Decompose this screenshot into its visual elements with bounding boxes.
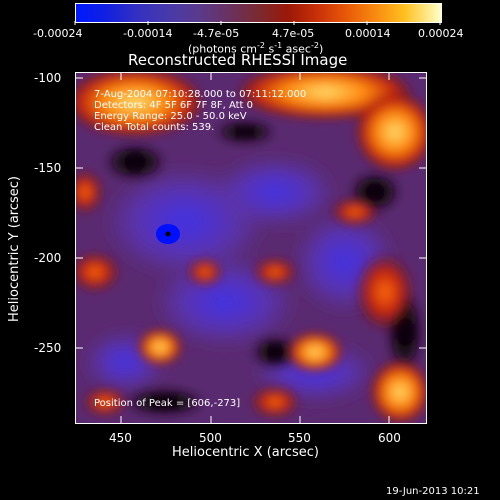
x-tick-label: 550 — [288, 431, 311, 445]
info-line: Detectors: 4F 5F 6F 7F 8F, Att 0 — [94, 100, 254, 111]
colorbar-units-label: (photons cm-2 s-1 asec-2) — [188, 40, 323, 56]
y-tick-label: -250 — [34, 341, 62, 355]
colorbar-tick-label: -4.7e-05 — [193, 27, 240, 40]
units-exponent: -2 — [256, 41, 265, 50]
hot-regions — [75, 72, 427, 424]
y-tick-label: -200 — [34, 251, 62, 265]
plot-frame — [75, 72, 427, 424]
info-line: 7-Aug-2004 07:10:28.000 to 07:11:12.000 — [94, 89, 307, 100]
x-tick-label: 450 — [109, 431, 132, 445]
colorbar-tick-label: -0.00024 — [33, 27, 83, 40]
x-tick-label: 500 — [199, 431, 222, 445]
units-exponent: -2 — [310, 41, 319, 50]
info-line: Energy Range: 25.0 - 50.0 keV — [94, 111, 247, 122]
axis-ticks — [75, 72, 427, 424]
rhessi-image — [75, 72, 427, 424]
info-line: Clean Total counts: 539. — [94, 122, 215, 133]
y-tick-label: -150 — [34, 161, 62, 175]
units-part: ) — [318, 42, 324, 56]
units-part: asec — [282, 42, 311, 56]
colorbar — [75, 3, 442, 23]
colorbar-tick-label: 0.00024 — [418, 27, 464, 40]
timestamp: 19-Jun-2013 10:21 — [386, 486, 480, 497]
units-part: s — [264, 42, 275, 56]
colorbar-ticks — [74, 21, 441, 25]
plot-title: Reconstructed RHESSI Image — [128, 51, 348, 69]
dark-regions — [105, 120, 423, 416]
y-axis-label: Heliocentric Y (arcsec) — [6, 176, 22, 322]
minimum-center — [165, 231, 171, 237]
colorbar-tick-label: -0.00014 — [123, 27, 173, 40]
x-axis-label: Heliocentric X (arcsec) — [172, 445, 319, 460]
y-tick-label: -100 — [34, 71, 62, 85]
units-exponent: -1 — [274, 41, 283, 50]
colorbar-tick-label: 0.00014 — [345, 27, 391, 40]
colorbar-tick-label: 4.7e-05 — [272, 27, 315, 40]
units-part: (photons cm — [188, 42, 257, 56]
x-tick-label: 600 — [378, 431, 401, 445]
peak-position-label: Position of Peak = [606,-273] — [94, 398, 241, 409]
